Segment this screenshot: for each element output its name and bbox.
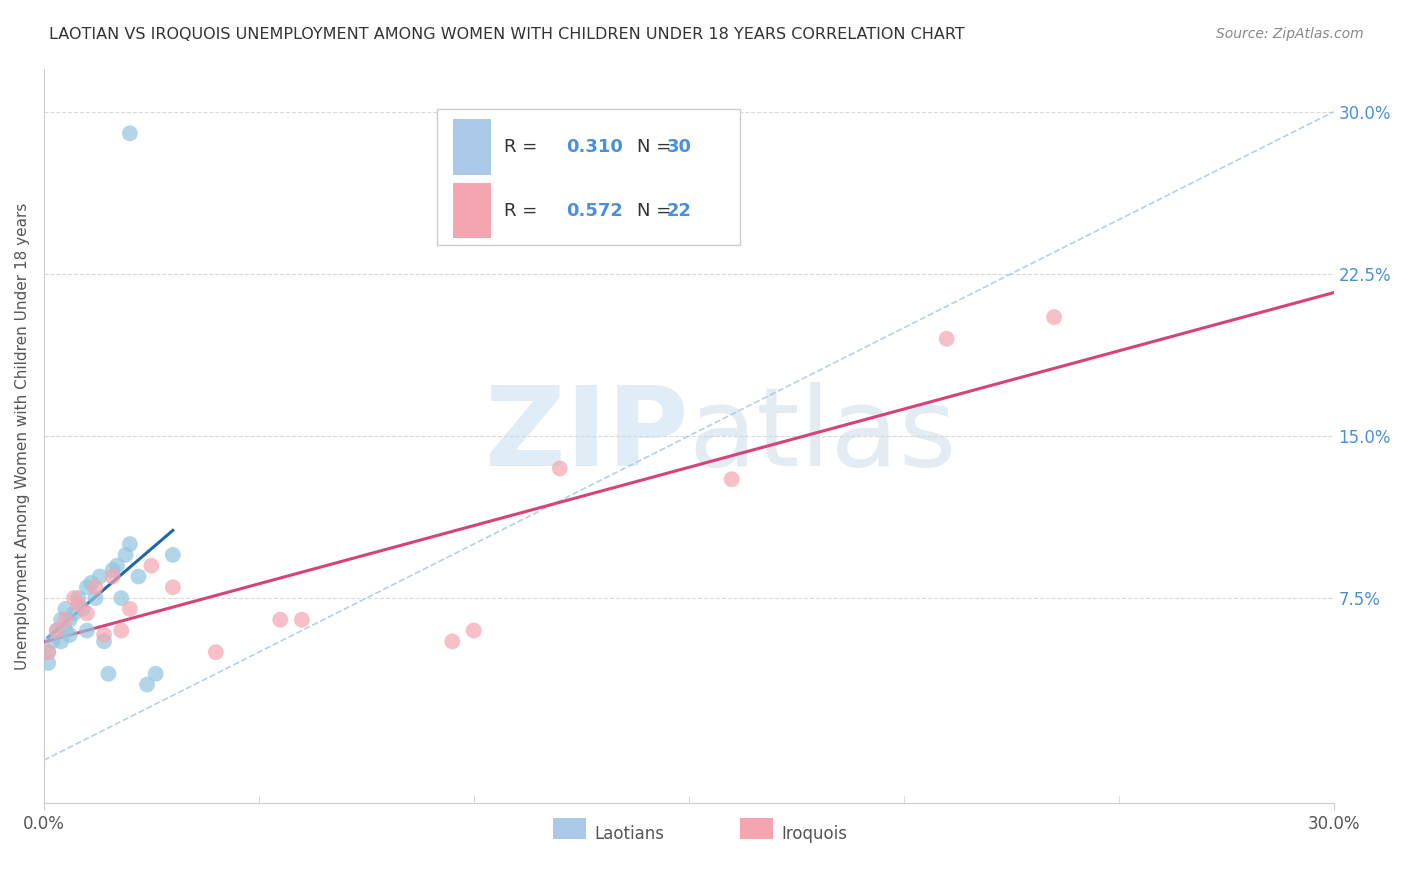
Text: 22: 22 <box>666 202 692 220</box>
Point <box>76 624 98 638</box>
Point <box>59 628 82 642</box>
Point <box>441 634 464 648</box>
Point <box>55 602 77 616</box>
Point <box>49 634 72 648</box>
Point <box>127 569 149 583</box>
FancyBboxPatch shape <box>741 818 772 838</box>
Point <box>63 606 86 620</box>
Text: N =: N = <box>637 138 678 156</box>
Point <box>49 613 72 627</box>
Point <box>162 580 184 594</box>
Point <box>97 666 120 681</box>
Point <box>110 624 132 638</box>
Point <box>63 591 86 606</box>
Text: 30: 30 <box>666 138 692 156</box>
Text: 0.310: 0.310 <box>567 138 623 156</box>
Text: 0.572: 0.572 <box>567 202 623 220</box>
Point <box>89 569 111 583</box>
Point <box>37 656 59 670</box>
Point <box>205 645 228 659</box>
Point <box>80 576 103 591</box>
FancyBboxPatch shape <box>554 818 585 838</box>
Point <box>105 558 128 573</box>
Point <box>45 624 67 638</box>
Point <box>72 602 94 616</box>
FancyBboxPatch shape <box>453 184 491 238</box>
Point <box>463 624 485 638</box>
Point <box>37 645 59 659</box>
Point <box>93 628 115 642</box>
Point <box>67 598 90 612</box>
FancyBboxPatch shape <box>453 120 491 175</box>
Point <box>118 602 141 616</box>
Point <box>84 591 107 606</box>
Text: LAOTIAN VS IROQUOIS UNEMPLOYMENT AMONG WOMEN WITH CHILDREN UNDER 18 YEARS CORREL: LAOTIAN VS IROQUOIS UNEMPLOYMENT AMONG W… <box>49 27 965 42</box>
Point <box>101 563 124 577</box>
Point <box>76 580 98 594</box>
Point <box>114 548 136 562</box>
Text: N =: N = <box>637 202 678 220</box>
Text: Iroquois: Iroquois <box>782 825 848 843</box>
FancyBboxPatch shape <box>437 109 741 245</box>
Point <box>162 548 184 562</box>
Point <box>720 472 742 486</box>
Point <box>41 634 63 648</box>
Point <box>118 127 141 141</box>
Point <box>93 634 115 648</box>
Point <box>55 624 77 638</box>
Point <box>118 537 141 551</box>
Text: atlas: atlas <box>689 383 957 490</box>
Point <box>101 569 124 583</box>
Point <box>76 606 98 620</box>
Point <box>141 558 163 573</box>
Point <box>45 624 67 638</box>
Point <box>55 613 77 627</box>
Text: ZIP: ZIP <box>485 383 689 490</box>
Text: Source: ZipAtlas.com: Source: ZipAtlas.com <box>1216 27 1364 41</box>
Point <box>67 591 90 606</box>
Point <box>110 591 132 606</box>
Text: R =: R = <box>505 138 543 156</box>
Point <box>136 677 159 691</box>
Point <box>37 645 59 659</box>
Point <box>935 332 957 346</box>
Point <box>548 461 571 475</box>
Point <box>269 613 291 627</box>
Point <box>1043 310 1066 325</box>
Point <box>145 666 167 681</box>
Point <box>84 580 107 594</box>
Point <box>59 613 82 627</box>
Point <box>291 613 314 627</box>
Text: R =: R = <box>505 202 543 220</box>
Y-axis label: Unemployment Among Women with Children Under 18 years: Unemployment Among Women with Children U… <box>15 202 30 670</box>
Text: Laotians: Laotians <box>595 825 665 843</box>
